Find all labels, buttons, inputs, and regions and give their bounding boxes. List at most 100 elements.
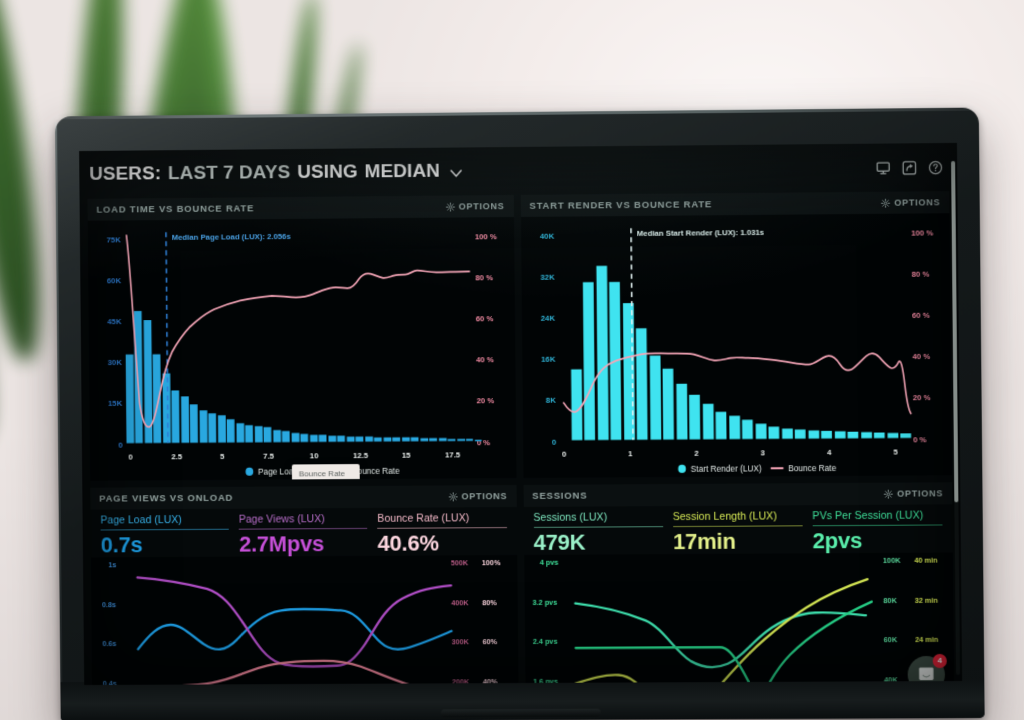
metric-label: Sessions (LUX) [533,511,608,524]
svg-text:100 %: 100 % [911,229,933,238]
legend-label-page-load: Page Load (LUX) [258,466,322,477]
options-button-sessions[interactable]: OPTIONS [884,488,943,498]
panel-grid: LOAD TIME VS BOUNCE RATE [80,191,963,685]
svg-text:7.5: 7.5 [263,451,274,460]
svg-text:2: 2 [694,448,699,457]
x-axis-ticks: 0 1 2 3 4 5 [561,447,898,458]
svg-text:4 pvs: 4 pvs [539,558,558,567]
legend-label-bounce-rate: Bounce Rate [352,466,400,477]
metric-value: 0.7s [100,532,143,558]
metric-session-length[interactable]: Session Length (LUX) 17min [673,510,803,554]
svg-text:24K: 24K [540,314,555,323]
chart-start-render-vs-bounce-rate: 40K 32K 24K 16K 8K 0 100 % 80 % 60 % 40 % 20 % 0… [520,213,953,478]
metric-label: Session Length (LUX) [672,510,777,524]
title-date-range[interactable]: LAST 7 DAYS [167,162,291,185]
laptop-hinge [440,708,601,718]
svg-text:1: 1 [628,449,633,458]
svg-text:40K: 40K [884,676,898,683]
svg-text:0 %: 0 % [913,435,927,444]
svg-text:20 %: 20 % [912,393,930,402]
svg-text:1.6 pvs: 1.6 pvs [533,677,558,683]
options-label: OPTIONS [894,197,941,208]
bars-page-load [125,311,482,444]
chevron-down-icon[interactable] [449,164,464,179]
options-button-start-render[interactable]: OPTIONS [881,197,940,208]
metric-label: PVs Per Session (LUX) [812,509,924,523]
chart-legend: Start Render (LUX) Bounce Rate [677,463,836,474]
dashboard-topbar: USERS: LAST 7 DAYS USING MEDIAN [79,142,958,199]
svg-text:100K: 100K [882,556,900,565]
metric-row-sessions: Sessions (LUX) 479K Session Length (LUX)… [523,504,953,555]
svg-text:60K: 60K [107,276,122,285]
title-using: USING [297,161,358,183]
svg-text:20 %: 20 % [476,396,494,405]
svg-text:40 min: 40 min [914,555,937,564]
svg-text:32K: 32K [540,272,555,281]
svg-text:3: 3 [760,448,765,457]
panel-title-sessions: SESSIONS [532,490,588,502]
svg-text:40K: 40K [539,232,554,241]
chart-sessions: 4 pvs 3.2 pvs 2.4 pvs 1.6 pvs 100K 80K 60K 40K… [523,552,955,683]
panel-header: LOAD TIME VS BOUNCE RATE [87,195,514,221]
metric-value: 40.6% [377,530,439,556]
svg-text:60 %: 60 % [911,311,929,320]
svg-text:100 %: 100 % [475,232,497,241]
line-page-views [137,576,451,668]
gear-icon [445,202,455,212]
y-axis-left-ticks: 4 pvs 3.2 pvs 2.4 pvs 1.6 pvs [532,558,558,683]
line-bounce-rate [138,660,452,685]
share-icon[interactable] [902,160,917,175]
panel-title-start-render: START RENDER VS BOUNCE RATE [529,198,713,212]
y-axis-right-ticks: 100 % 80 % 60 % 40 % 20 % 0 % [911,229,933,444]
panel-page-views: PAGE VIEWS VS ONLOAD [90,485,518,685]
svg-text:40 %: 40 % [912,351,930,360]
metric-bounce-rate[interactable]: Bounce Rate (LUX) 40.6% [377,512,507,556]
y-axis-right-a-ticks: 100K 80K 60K 40K [882,556,900,683]
gear-icon [448,492,458,502]
svg-text:2.5: 2.5 [171,452,182,461]
svg-text:15K: 15K [108,399,123,408]
options-button-page-views[interactable]: OPTIONS [448,491,507,501]
help-icon[interactable] [928,160,943,175]
svg-text:500K: 500K [451,558,469,567]
page-title[interactable]: USERS: LAST 7 DAYS USING MEDIAN [89,160,464,185]
legend-label-start-render: Start Render (LUX) [690,463,761,474]
metric-pvs-per-session[interactable]: PVs Per Session (LUX) 2pvs [812,509,943,553]
monitor-icon[interactable] [876,160,891,175]
svg-text:0 %: 0 % [477,438,490,447]
page-views-chart-svg: 1s 0.8s 0.6s 0.4s 500K 400K 300K 200K 100% 80% 6… [102,558,501,685]
svg-text:12.5: 12.5 [353,451,369,460]
median-annotation: Median Page Load (LUX): 2.056s [172,232,292,242]
svg-text:0: 0 [561,449,566,458]
options-button-load-time[interactable]: OPTIONS [445,201,504,212]
svg-text:45K: 45K [107,317,122,326]
svg-text:4: 4 [826,448,831,457]
options-label: OPTIONS [896,488,944,499]
legend-label-bounce-rate: Bounce Rate [788,463,836,474]
y-axis-right-b-ticks: 40 min 32 min 24 min [914,555,938,644]
metric-page-load[interactable]: Page Load (LUX) 0.7s [100,514,229,558]
svg-text:16K: 16K [541,354,556,363]
metric-page-views[interactable]: Page Views (LUX) 2.7Mpvs [239,513,368,557]
legend-marker-page-load [245,467,254,476]
metric-label: Bounce Rate (LUX) [377,512,470,525]
svg-text:100%: 100% [482,558,501,567]
panel-title-page-views: PAGE VIEWS VS ONLOAD [99,492,234,505]
svg-text:0.6s: 0.6s [102,640,116,649]
chat-widget[interactable]: 4 [907,653,947,683]
median-line [629,227,633,440]
svg-text:80 %: 80 % [911,269,929,278]
line-session-length [573,580,869,683]
tooltip-label: Bounce Rate [298,469,346,479]
title-users: USERS: [89,163,162,185]
svg-text:15: 15 [402,450,411,459]
title-aggregation[interactable]: MEDIAN [364,160,441,183]
topbar-icons [876,160,944,176]
svg-text:60%: 60% [483,638,498,647]
svg-text:0: 0 [128,452,133,461]
metric-label: Page Load (LUX) [100,514,182,527]
sessions-chart-svg: 4 pvs 3.2 pvs 2.4 pvs 1.6 pvs 100K 80K 60K 40K… [532,555,938,683]
metric-sessions[interactable]: Sessions (LUX) 479K [533,511,663,555]
